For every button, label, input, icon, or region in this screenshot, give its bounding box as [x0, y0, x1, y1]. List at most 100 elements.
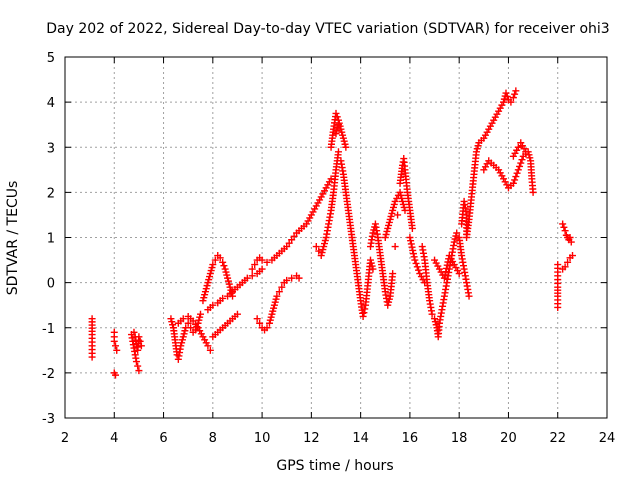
data-point — [219, 258, 227, 266]
data-point — [455, 270, 463, 278]
data-point — [315, 247, 323, 255]
data-point — [248, 265, 256, 273]
data-point — [465, 292, 473, 300]
x-tick-label: 18 — [451, 431, 468, 446]
x-tick-label: 4 — [110, 431, 118, 446]
data-point — [361, 305, 369, 313]
x-tick-label: 16 — [402, 431, 419, 446]
data-point — [273, 292, 281, 300]
data-point — [409, 246, 417, 254]
data-point — [243, 274, 251, 282]
data-point — [507, 98, 515, 106]
data-point — [359, 312, 367, 320]
data-point — [312, 243, 320, 251]
data-point — [514, 166, 522, 174]
data-point — [511, 176, 519, 184]
data-point — [130, 328, 138, 336]
data-point — [522, 148, 530, 156]
y-tick-label: 4 — [47, 96, 55, 111]
data-point — [204, 342, 212, 350]
data-point — [112, 342, 120, 350]
data-point — [113, 346, 121, 354]
data-point — [263, 324, 271, 332]
data-point — [197, 310, 204, 318]
data-point — [134, 362, 142, 370]
x-tick-label: 24 — [599, 431, 616, 446]
data-point — [288, 274, 296, 282]
data-point — [211, 256, 219, 264]
x-tick-label: 22 — [549, 431, 566, 446]
data-point — [407, 240, 415, 248]
data-point — [564, 258, 572, 266]
x-axis-label: GPS time / hours — [276, 458, 393, 474]
data-point — [263, 258, 271, 266]
plot-frame — [64, 56, 608, 419]
data-points — [88, 87, 577, 379]
data-point — [275, 288, 283, 296]
data-point — [334, 121, 342, 129]
data-point — [567, 238, 575, 246]
y-tick-label: -3 — [42, 412, 55, 427]
data-point — [410, 253, 418, 261]
data-point — [440, 274, 448, 282]
data-point — [453, 229, 461, 237]
chart-title: Day 202 of 2022, Sidereal Day-to-day VTE… — [46, 21, 609, 37]
data-point — [391, 243, 399, 251]
data-point — [502, 89, 510, 97]
x-tick-label: 8 — [209, 431, 217, 446]
data-point — [132, 358, 140, 366]
data-point — [136, 337, 144, 345]
data-point — [511, 90, 519, 98]
data-point — [561, 227, 569, 235]
data-point — [514, 143, 522, 151]
y-axis-label: SDTVAR / TECUs — [5, 181, 21, 296]
data-point — [407, 237, 415, 245]
data-point — [135, 367, 143, 375]
data-point — [409, 250, 417, 258]
data-point — [233, 310, 241, 318]
data-point — [512, 87, 520, 95]
x-tick-label: 12 — [303, 431, 320, 446]
data-point — [415, 266, 423, 274]
data-point — [219, 294, 227, 302]
x-tick-label: 20 — [500, 431, 517, 446]
x-tick-label: 6 — [159, 431, 167, 446]
data-point — [408, 243, 416, 251]
data-point — [251, 261, 259, 269]
data-point — [295, 274, 303, 282]
data-point — [569, 252, 577, 260]
data-point — [443, 261, 451, 269]
data-point — [112, 371, 120, 379]
data-point — [209, 261, 217, 269]
data-point — [333, 113, 341, 121]
data-point — [137, 342, 145, 350]
x-tick-label: 10 — [254, 431, 271, 446]
data-point — [512, 173, 520, 181]
data-point — [283, 276, 291, 284]
data-point — [258, 265, 266, 273]
data-point — [342, 143, 350, 151]
data-point — [442, 268, 450, 276]
data-point — [187, 324, 195, 332]
data-point — [135, 333, 143, 341]
x-tick-labels: 2 4 6 8 10 12 14 16 18 20 22 24 — [61, 431, 615, 446]
data-point — [248, 272, 256, 280]
y-tick-label: 0 — [47, 277, 55, 292]
data-point — [412, 259, 420, 267]
data-point — [278, 283, 286, 291]
data-point — [394, 211, 402, 219]
y-tick-label: 1 — [47, 232, 55, 247]
y-tick-label: -2 — [42, 367, 55, 382]
data-point — [443, 264, 451, 272]
data-point — [406, 234, 414, 241]
data-point — [428, 310, 436, 318]
data-point — [253, 315, 261, 323]
x-tick-label: 2 — [61, 431, 69, 446]
grid-layer — [65, 57, 607, 418]
data-point — [258, 256, 266, 264]
data-point — [509, 94, 517, 102]
data-point — [389, 270, 397, 278]
data-point — [256, 319, 264, 327]
data-point — [209, 301, 217, 309]
data-point — [517, 159, 525, 167]
